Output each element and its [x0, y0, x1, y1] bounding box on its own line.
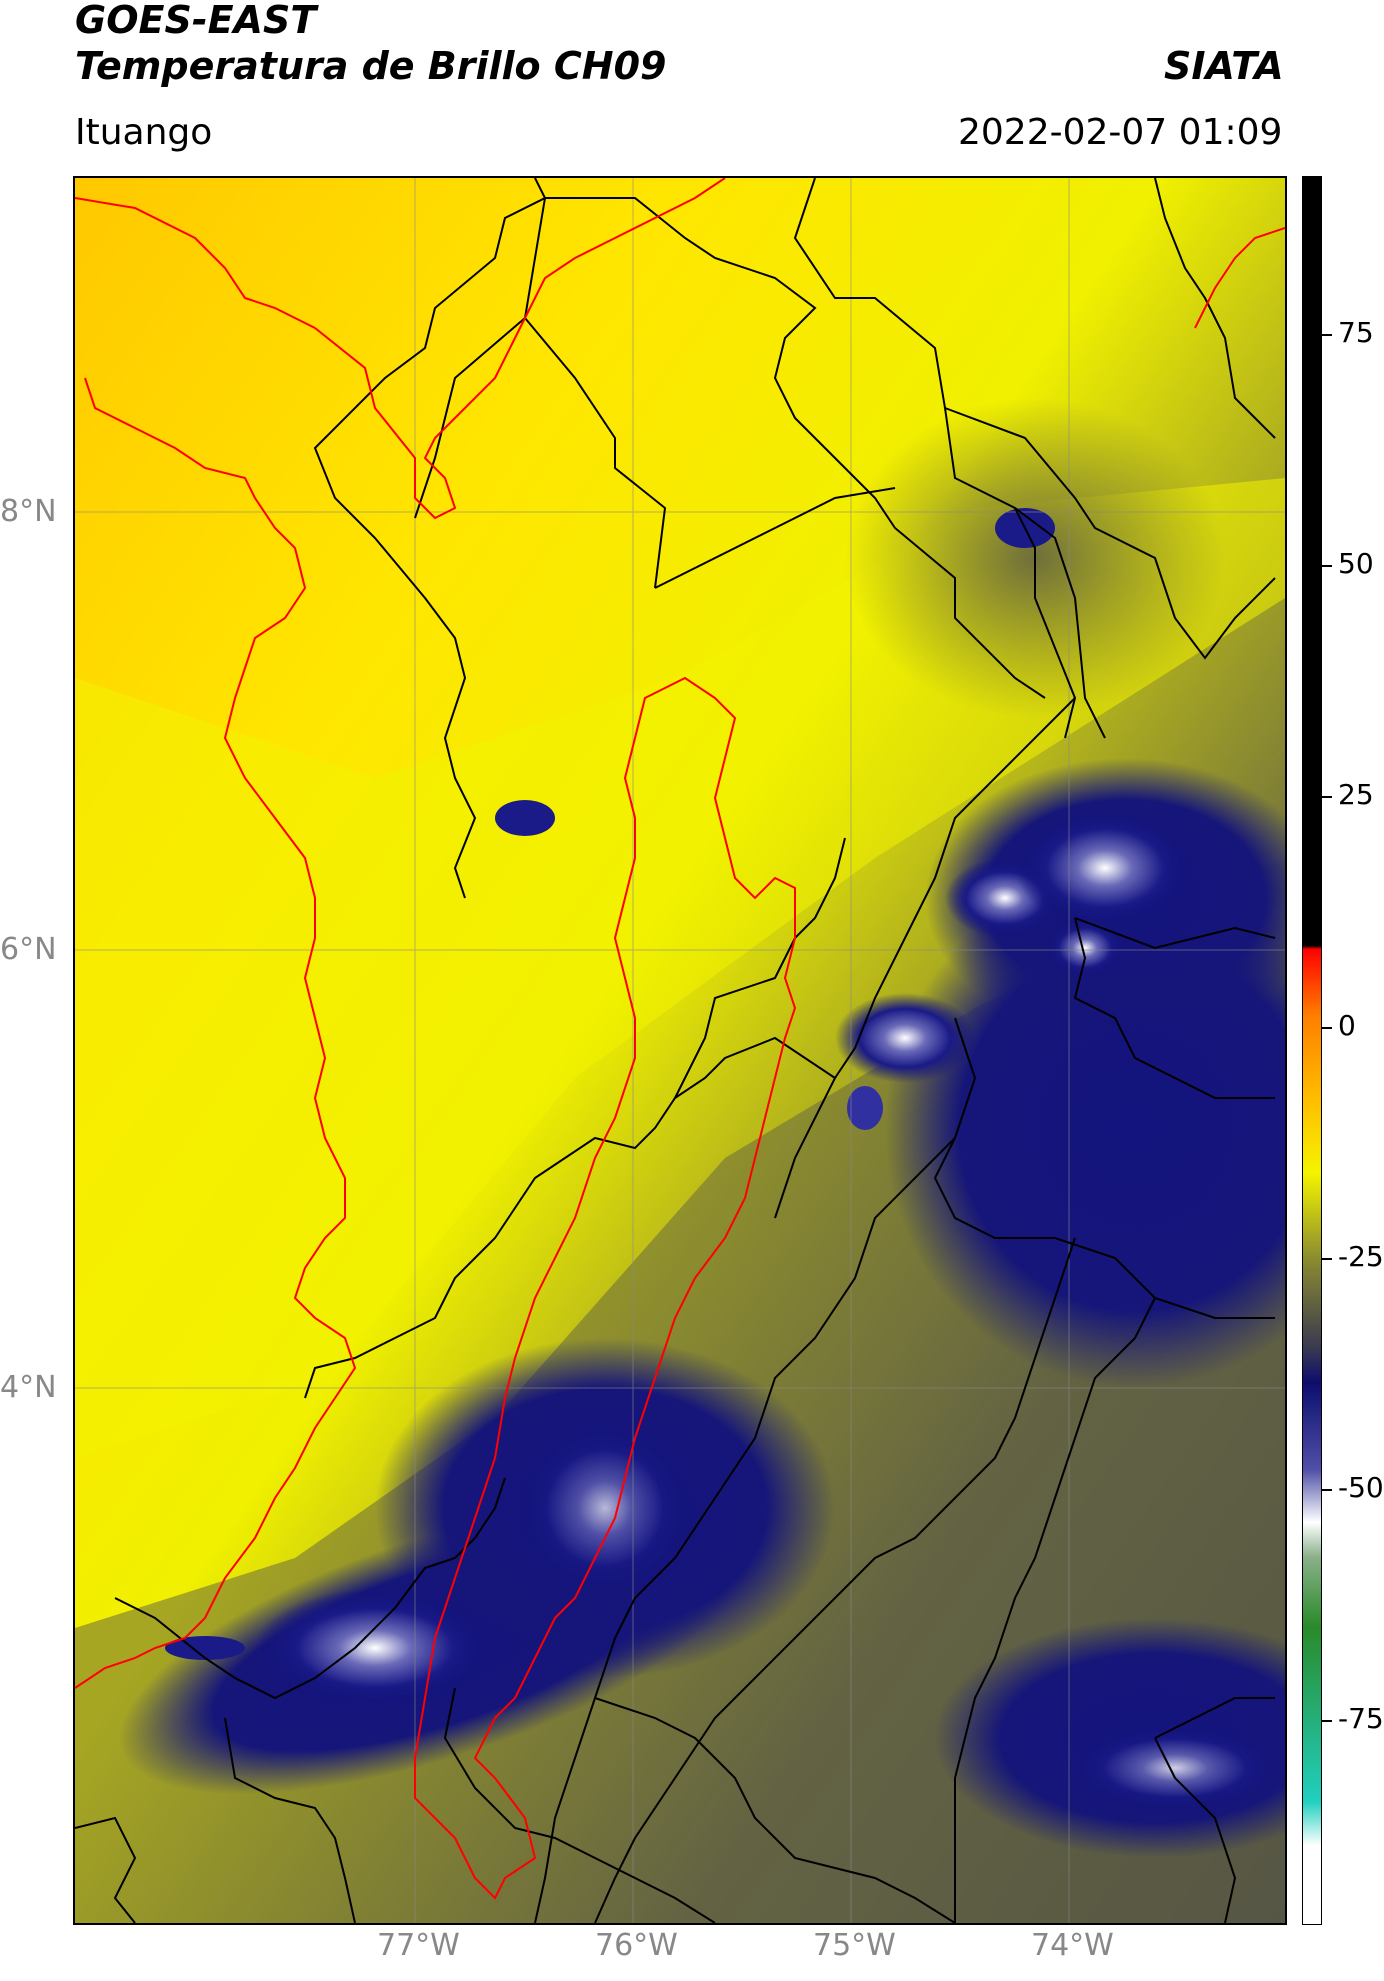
convective-core-6 [515, 1418, 695, 1598]
small-cell-center [847, 1086, 883, 1130]
colorbar-tick-minus50 [1322, 1489, 1332, 1491]
colorbar-tick-75 [1322, 334, 1332, 336]
datetime-label: 2022-02-07 01:09 [958, 112, 1283, 153]
ituango-basin-outline [414, 676, 797, 1900]
lon-label-76w: 76°W [595, 1928, 678, 1963]
lon-label-75w: 75°W [813, 1928, 896, 1963]
convective-core-3 [1015, 808, 1195, 928]
colorbar-label-50: 50 [1338, 547, 1374, 580]
small-cell-coast [165, 1636, 245, 1660]
lat-label-8n: 8°N [0, 494, 57, 529]
org-title: SIATA [1164, 44, 1284, 88]
product-title: Temperatura de Brillo CH09 [75, 44, 667, 88]
small-cell-west [495, 800, 555, 836]
admin-boundaries [75, 178, 1276, 1923]
colorbar-label-75: 75 [1338, 316, 1374, 349]
colorbar-tick-minus25 [1322, 1258, 1332, 1260]
colorbar-label-0: 0 [1338, 1009, 1356, 1042]
lon-label-77w: 77°W [377, 1928, 460, 1963]
brightness-temperature-field [75, 178, 1285, 1923]
colorbar-label-minus25: -25 [1338, 1240, 1384, 1273]
colorbar-tick-minus75 [1322, 1720, 1332, 1722]
colorbar [1302, 176, 1322, 1925]
lat-label-4n: 4°N [0, 1370, 57, 1405]
satellite-title: GOES-EAST [75, 0, 317, 42]
satellite-map [73, 176, 1287, 1925]
lat-label-6n: 6°N [0, 932, 57, 967]
colorbar-label-minus75: -75 [1338, 1702, 1384, 1735]
region-label: Ituango [75, 112, 213, 153]
convective-core-7 [1065, 1723, 1285, 1813]
coastline [75, 178, 1285, 1689]
convective-core-1 [835, 993, 975, 1083]
colorbar-tick-25 [1322, 796, 1332, 798]
colorbar-label-minus50: -50 [1338, 1471, 1384, 1504]
warm-yellow-band [75, 478, 1285, 1458]
colorbar-tick-50 [1322, 565, 1332, 567]
colorbar-label-25: 25 [1338, 778, 1374, 811]
lon-label-74w: 74°W [1031, 1928, 1114, 1963]
convective-core-4 [1045, 918, 1125, 978]
colorbar-tick-0 [1322, 1027, 1332, 1029]
